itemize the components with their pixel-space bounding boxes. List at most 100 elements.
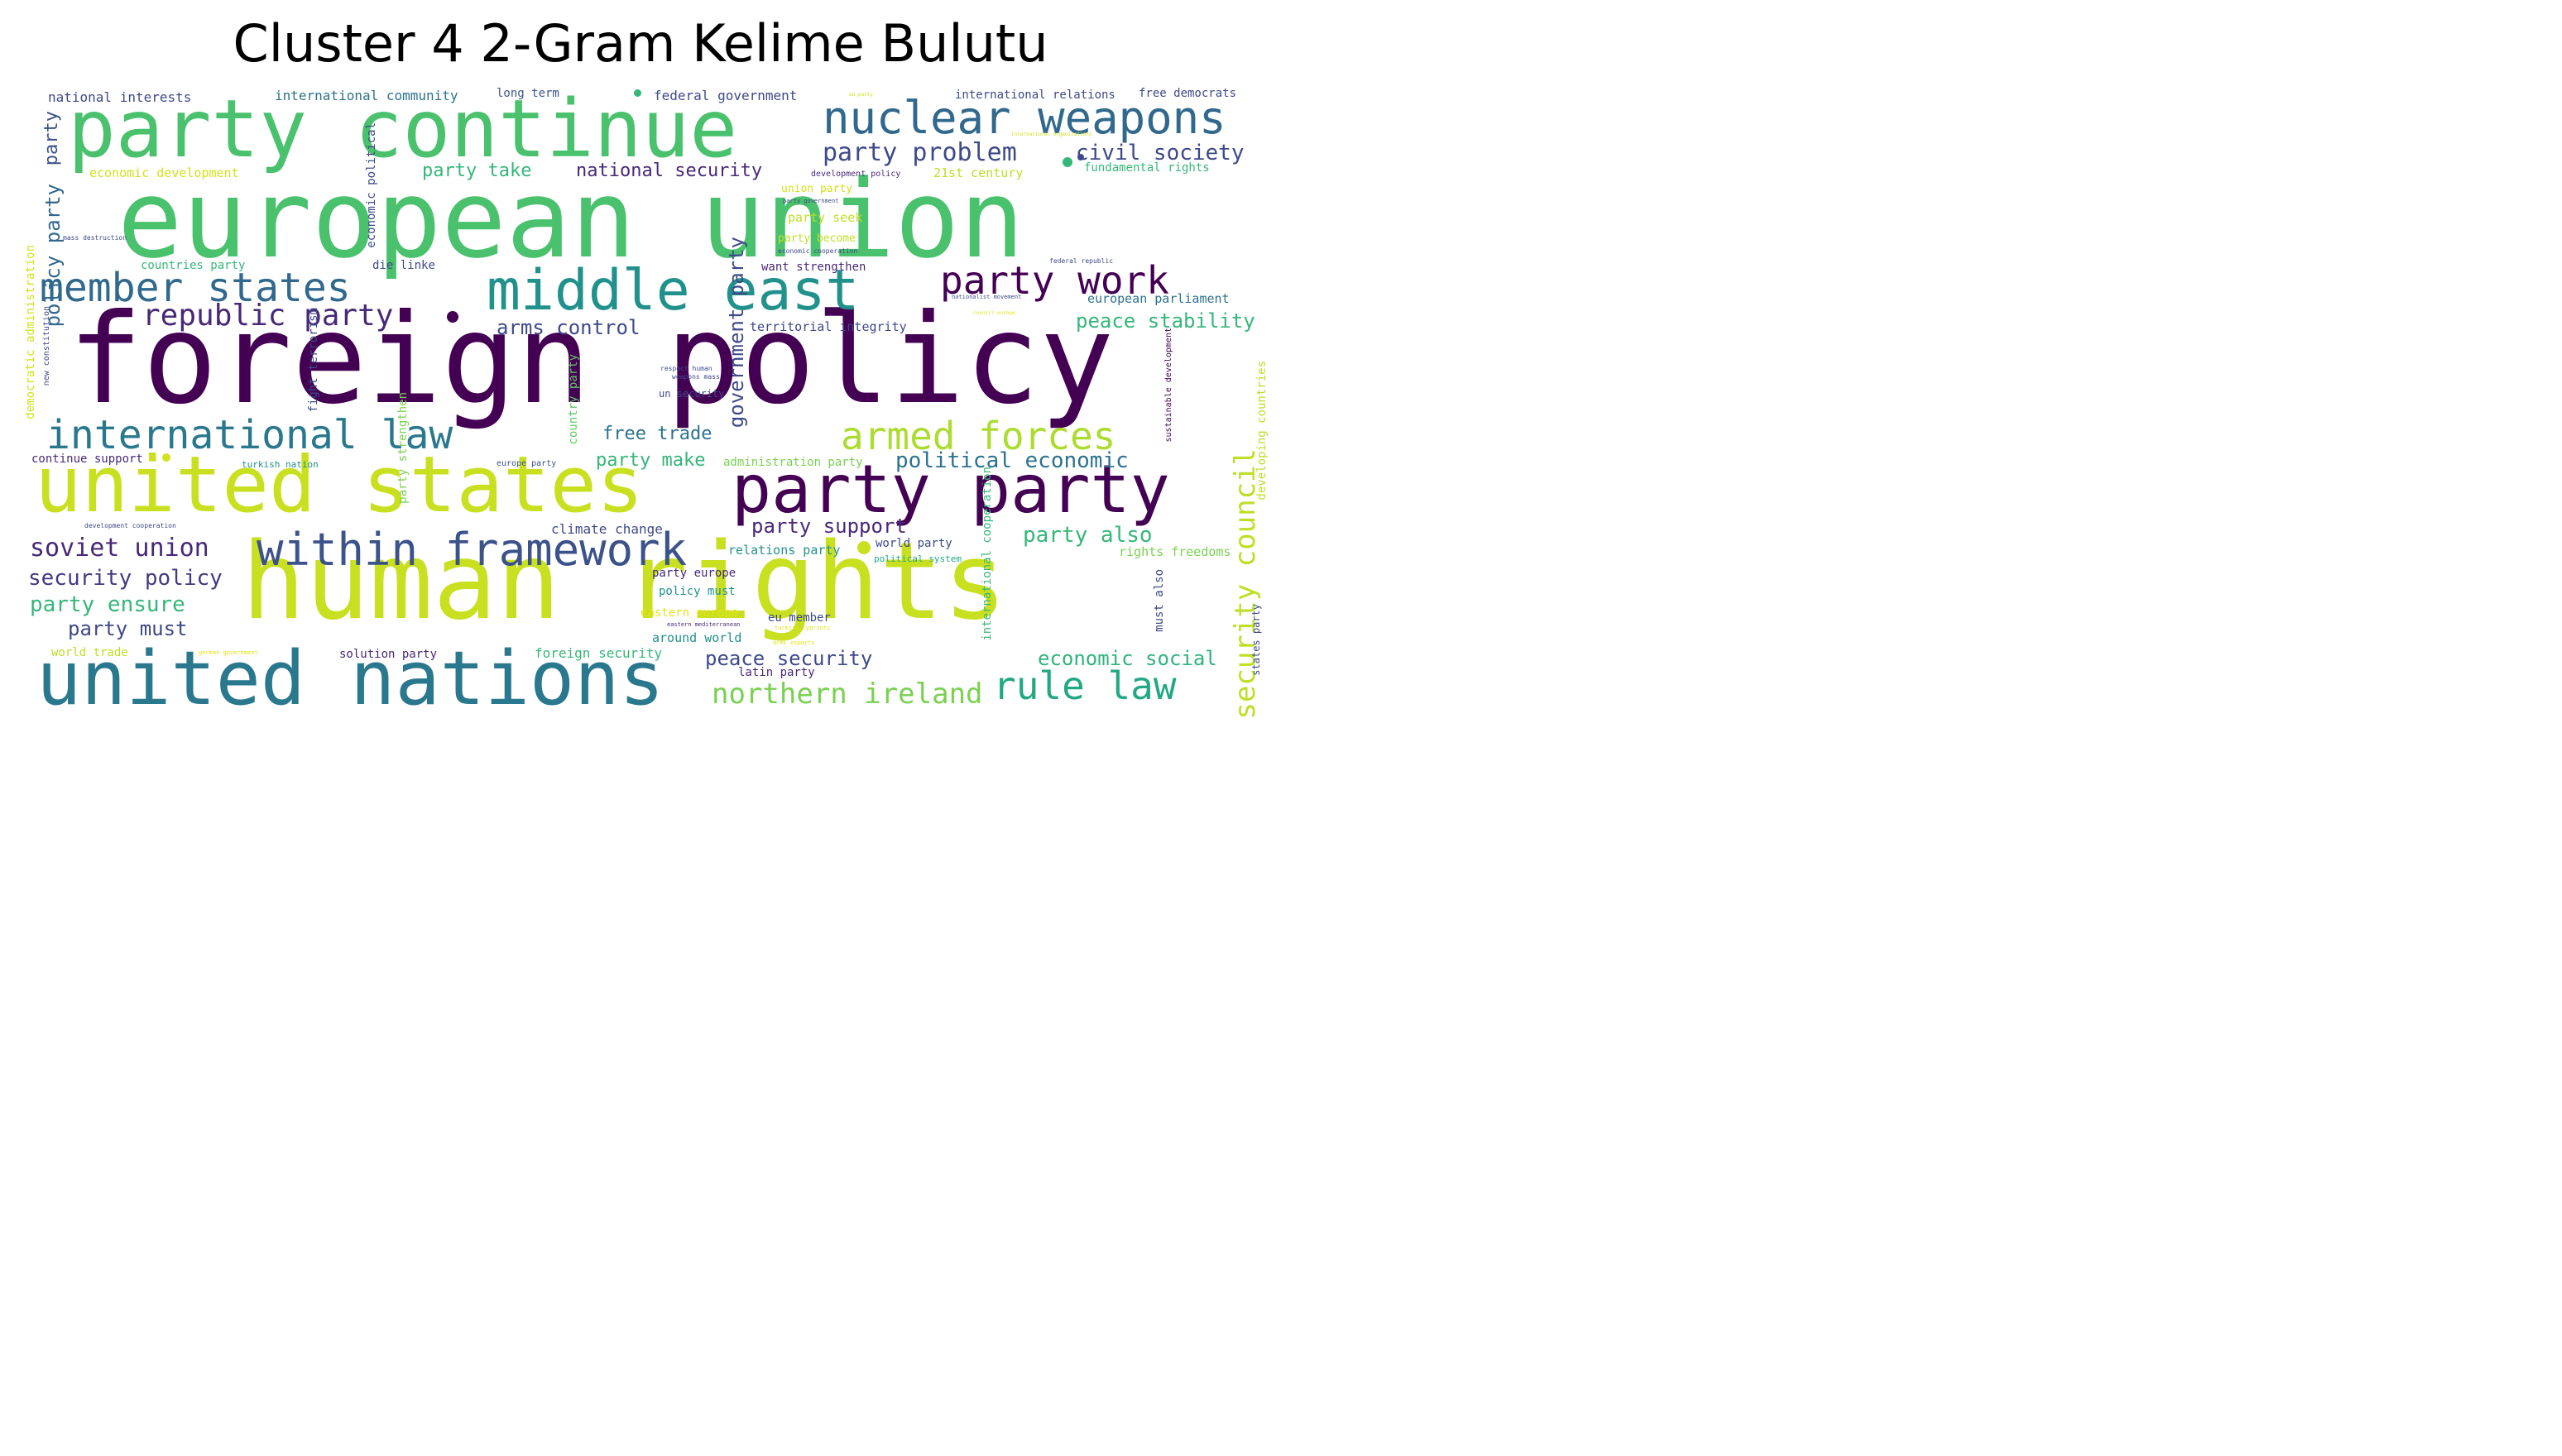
word-eu-party: eu party	[849, 92, 873, 98]
word-political-economic: political economic	[895, 448, 1129, 473]
word-climate-change: climate change	[551, 521, 663, 537]
word-economic-political: economic political	[365, 122, 378, 248]
word-democratic-administration: democratic administration	[24, 245, 37, 419]
word-security-policy: security policy	[28, 566, 223, 591]
word-un-security: un security	[659, 388, 725, 400]
word-eastern-mediterranean: eastern mediterranean	[667, 621, 741, 628]
word-free-democrats: free democrats	[1139, 87, 1237, 100]
word-party-continue: party continue	[68, 83, 738, 175]
word-cloud-figure: Cluster 4 2-Gram Kelime Bulutu foreign p…	[0, 0, 1281, 728]
dot-mark	[1077, 154, 1084, 160]
word-countries-party: countries party	[141, 259, 246, 272]
word-long-term: long term	[497, 87, 559, 100]
word-territorial-integrity: territorial integrity	[750, 319, 907, 334]
word-international-community: international community	[275, 88, 458, 103]
word-relations-party: relations party	[728, 543, 841, 558]
word-fight-terrorism: fight terrorism	[307, 308, 320, 413]
word-weapons-mass: weapons mass	[672, 373, 720, 381]
figure-title: Cluster 4 2-Gram Kelime Bulutu	[233, 13, 1048, 74]
word-nuclear-weapons: nuclear weapons	[823, 92, 1226, 144]
word-party-government: party government	[783, 198, 839, 204]
word-mass-destruction: mass destruction	[63, 234, 127, 242]
word-international-cooperation: international cooperation	[981, 467, 994, 641]
word-development-cooperation: development cooperation	[84, 522, 176, 529]
word-party-work: party work	[940, 258, 1169, 303]
word-sustainable-development: sustainable development	[1164, 328, 1173, 443]
word-development-policy: development policy	[811, 170, 901, 179]
word-respect-human: respect human	[660, 365, 712, 372]
word-arms-control: arms control	[497, 316, 640, 339]
word-foreign-policy: foreign policy	[68, 288, 1115, 432]
word-eu-member: eu member	[768, 611, 831, 625]
word-must-also: must also	[1153, 569, 1166, 632]
word-world-party: world party	[876, 537, 952, 550]
word-political-system: political system	[874, 553, 962, 564]
word-party-europe: party europe	[652, 567, 736, 580]
word-solution-party: solution party	[339, 648, 438, 661]
word-developing-countries: developing countries	[1255, 361, 1269, 500]
word-member-states: member states	[40, 265, 351, 311]
word-middle-east: middle east	[487, 258, 860, 323]
word-government-party: government party	[725, 237, 748, 429]
word-german-government: german government	[199, 649, 258, 656]
word-northern-ireland: northern ireland	[712, 678, 983, 711]
word-peace-security: peace security	[705, 647, 873, 670]
word-economic-cooperation: economic cooperation	[778, 247, 858, 255]
word-united-nations: united nations	[36, 635, 664, 722]
word-administration-party: administration party	[723, 456, 863, 469]
word-party-make: party make	[596, 450, 706, 471]
word-rule-law: rule law	[993, 663, 1177, 708]
word-foreign-security: foreign security	[535, 645, 663, 661]
word-federal-government: federal government	[654, 88, 798, 103]
word-national-security: national security	[576, 160, 763, 181]
word-european-parliament: european parliament	[1087, 291, 1230, 306]
word-soviet-union: soviet union	[30, 534, 209, 563]
word-nationalist-movement: nationalist movement	[952, 294, 1022, 300]
dot-mark	[162, 453, 170, 462]
word-international-law: international law	[46, 412, 453, 458]
word-country-party: country party	[567, 354, 580, 445]
word-united-states: united states	[35, 440, 644, 530]
dot-mark	[1063, 157, 1072, 167]
dot-mark	[634, 89, 641, 97]
word-europe-party: europe party	[497, 459, 557, 468]
word-free-trade: free trade	[602, 424, 712, 444]
word-party-seek: party seek	[788, 210, 863, 225]
word-continue-support: continue support	[31, 453, 143, 466]
word-peace-stability: peace stability	[1076, 309, 1255, 333]
word-cloud: foreign policy european union human rights…	[0, 0, 1281, 728]
word-arms-exports: arms exports	[773, 639, 815, 646]
word-policy-must: policy must	[659, 585, 736, 598]
word-civil-society: civil society	[1076, 141, 1245, 165]
word-party-support: party support	[751, 515, 907, 538]
word-party-ensure: party ensure	[30, 592, 185, 617]
word-party-take: party take	[422, 160, 532, 181]
word-rights-freedoms: rights freedoms	[1119, 544, 1231, 559]
word-world-trade: world trade	[51, 646, 128, 659]
word-eastern-europe: eastern europe	[640, 606, 739, 620]
word-european-union: european union	[118, 156, 1024, 282]
word-21st-century: 21st century	[933, 165, 1024, 180]
word-armed-forces: armed forces	[841, 414, 1116, 458]
dot-mark	[857, 541, 871, 554]
word-federal-republic: federal republic	[1049, 257, 1114, 265]
word-human-rights: human rights	[242, 520, 1007, 644]
word-party-problem: party problem	[823, 138, 1017, 167]
word-council-europe: council europe	[973, 310, 1015, 316]
word-fundamental-rights: fundamental rights	[1084, 161, 1210, 175]
word-turkish-nation: turkish nation	[242, 459, 319, 470]
word-states-party: states party	[1250, 604, 1262, 676]
word-international-organizations: international organizations	[1011, 132, 1092, 137]
word-within-framework: within framework	[257, 524, 688, 576]
dot-mark	[447, 311, 458, 323]
word-union-party: union party	[781, 183, 853, 195]
word-around-world: around world	[652, 630, 742, 645]
word-turkish-cypriots: turkish cypriots	[775, 625, 831, 631]
word-new-constitution: new constitution	[42, 306, 51, 386]
word-party-party: party party	[732, 451, 1170, 528]
word-party: party	[41, 111, 62, 166]
word-party-must: party must	[68, 617, 188, 640]
word-latin-party: latin party	[738, 666, 815, 679]
word-party-also: party also	[1023, 523, 1153, 548]
word-international-relations: international relations	[955, 89, 1115, 102]
